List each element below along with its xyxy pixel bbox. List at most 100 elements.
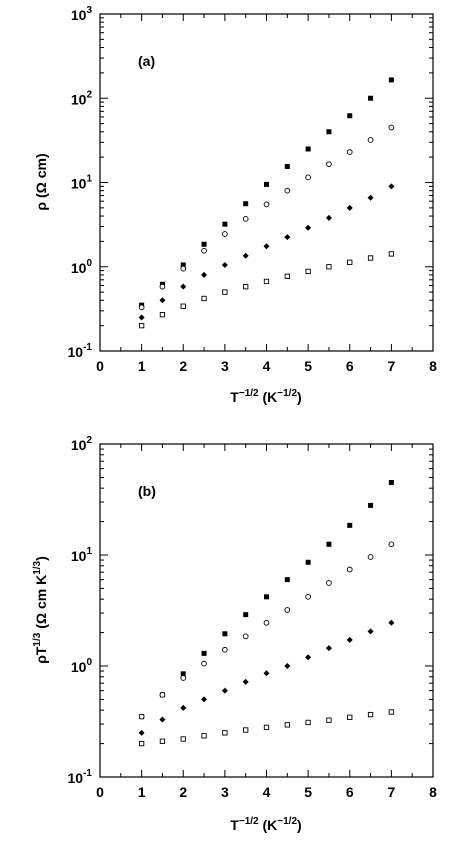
- data-point-open-square: [305, 719, 311, 726]
- data-point-filled-diamond: [201, 271, 208, 278]
- data-point-open-circle: [242, 216, 249, 222]
- data-point-filled-diamond: [346, 636, 353, 643]
- data-point-open-square: [159, 738, 166, 744]
- data-point-filled-square: [388, 77, 394, 83]
- data-point-filled-square: [305, 559, 311, 565]
- data-point-filled-diamond: [159, 716, 166, 723]
- data-point-open-circle: [222, 231, 228, 237]
- data-point-open-square: [367, 711, 374, 718]
- data-point-open-square: [159, 312, 166, 318]
- data-point-open-square: [305, 268, 311, 275]
- data-point-filled-diamond: [242, 252, 249, 259]
- data-point-open-square: [180, 736, 186, 742]
- data-point-open-square: [367, 255, 374, 261]
- data-point-open-square: [347, 259, 353, 265]
- data-point-open-circle: [138, 713, 145, 720]
- data-point-open-square: [138, 740, 145, 747]
- data-point-filled-diamond: [159, 297, 166, 304]
- y-tick-label: 103: [71, 5, 93, 23]
- data-point-open-circle: [138, 304, 145, 311]
- y-axis-title-a: ρ (Ω cm): [33, 153, 49, 210]
- data-point-filled-square: [347, 522, 353, 528]
- panel-label-b: (b): [138, 483, 156, 499]
- data-point-filled-diamond: [305, 654, 312, 661]
- data-point-filled-diamond: [388, 619, 395, 626]
- data-point-open-square: [326, 264, 332, 270]
- x-tick-label: 1: [138, 784, 146, 800]
- data-point-open-circle: [201, 247, 207, 254]
- data-point-open-circle: [326, 161, 332, 168]
- data-point-filled-square: [243, 201, 249, 207]
- x-tick-label: 3: [221, 784, 229, 800]
- data-point-filled-diamond: [284, 663, 291, 669]
- data-point-filled-square: [326, 541, 332, 547]
- data-point-filled-square: [264, 594, 269, 600]
- y-tick-label: 100: [71, 258, 93, 276]
- x-tick-label: 1: [138, 358, 146, 374]
- data-point-filled-diamond: [263, 243, 270, 250]
- data-point-filled-square: [180, 671, 186, 677]
- data-point-filled-diamond: [325, 214, 332, 221]
- data-point-open-circle: [201, 660, 207, 667]
- x-tick-label: 7: [387, 358, 395, 374]
- data-point-open-square: [222, 289, 228, 295]
- x-tick-label: 0: [96, 358, 104, 374]
- data-point-open-circle: [326, 580, 332, 586]
- panel-a: (a) T−1/2 (K−1/2) ρ (Ω cm) 0 1 2 3 4 5 6 7 8 10-1…: [33, 5, 437, 405]
- x-tick-label: 6: [346, 784, 354, 800]
- data-point-open-square: [180, 303, 186, 309]
- data-point-open-square: [243, 284, 249, 290]
- data-point-open-circle: [263, 619, 270, 626]
- data-point-filled-diamond: [367, 194, 374, 201]
- data-point-filled-square: [368, 502, 374, 508]
- data-point-filled-diamond: [325, 645, 332, 652]
- x-tick-label: 2: [179, 784, 187, 800]
- x-tick-label: 8: [429, 358, 437, 374]
- x-tick-label: 4: [263, 784, 271, 800]
- data-point-filled-diamond: [221, 687, 228, 694]
- data-point-filled-square: [264, 181, 269, 187]
- data-point-open-square: [388, 709, 395, 715]
- data-point-open-square: [222, 730, 228, 736]
- x-tick-label: 4: [263, 358, 271, 374]
- panel-label-a: (a): [138, 53, 155, 69]
- x-tick-label: 7: [387, 784, 395, 800]
- data-point-open-circle: [263, 201, 270, 208]
- data-point-filled-diamond: [305, 224, 312, 231]
- data-point-open-square: [201, 733, 207, 739]
- data-point-filled-diamond: [367, 628, 374, 635]
- data-point-filled-square: [222, 221, 228, 227]
- data-point-filled-diamond: [180, 283, 187, 290]
- data-point-open-square: [284, 273, 290, 279]
- data-point-open-square: [138, 322, 145, 329]
- data-point-filled-square: [243, 612, 249, 618]
- data-point-open-circle: [159, 283, 166, 290]
- data-point-open-square: [201, 295, 207, 302]
- data-point-filled-diamond: [138, 314, 145, 321]
- data-point-open-circle: [284, 187, 291, 194]
- data-point-filled-diamond: [242, 678, 249, 685]
- data-point-open-square: [326, 717, 332, 723]
- data-point-open-square: [284, 722, 290, 728]
- data-point-filled-square: [284, 577, 290, 583]
- data-point-open-square: [388, 251, 395, 257]
- data-point-filled-square: [326, 129, 332, 135]
- data-point-filled-diamond: [180, 704, 187, 711]
- data-point-filled-square: [305, 146, 311, 152]
- y-tick-label: 10-1: [68, 342, 93, 360]
- data-point-filled-diamond: [388, 183, 395, 190]
- data-point-open-square: [263, 724, 270, 731]
- data-point-filled-square: [347, 113, 353, 119]
- data-point-open-circle: [180, 675, 187, 681]
- y-tick-label: 102: [71, 435, 93, 453]
- data-point-open-circle: [388, 541, 395, 548]
- data-point-open-circle: [242, 633, 249, 640]
- data-point-open-circle: [305, 593, 311, 600]
- data-point-filled-diamond: [346, 204, 353, 211]
- x-tick-label: 3: [221, 358, 229, 374]
- data-point-open-circle: [222, 646, 228, 653]
- panel-b: (b) T−1/2 (K−1/2) ρT1/3 (Ω cm K1/3) 0 1 2 3…: [32, 435, 437, 833]
- x-axis-title-a: T−1/2 (K−1/2): [230, 388, 301, 405]
- y-tick-label: 101: [71, 174, 93, 192]
- data-point-filled-diamond: [263, 670, 270, 677]
